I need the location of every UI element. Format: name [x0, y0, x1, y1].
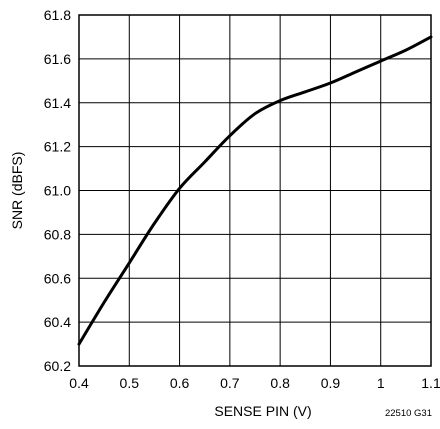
x-tick-label: 0.5: [120, 375, 140, 391]
x-tick-label: 0.9: [321, 375, 341, 391]
y-tick-label: 61.8: [44, 7, 71, 23]
x-tick-label: 0.6: [170, 375, 190, 391]
series-group: [77, 35, 433, 346]
grid-lines: [79, 15, 431, 366]
x-tick-label: 0.8: [270, 375, 290, 391]
y-tick-label: 60.6: [44, 270, 71, 286]
x-tick-label: 1: [377, 375, 385, 391]
y-tick-label: 61.0: [44, 183, 71, 199]
x-tick-label: 0.7: [220, 375, 240, 391]
series-line-snr: [77, 35, 433, 346]
y-tick-label: 61.6: [44, 51, 71, 67]
x-tick-label: 1.1: [421, 375, 440, 391]
figure-id-label: 22510 G31: [385, 408, 432, 419]
x-axis-title: SENSE PIN (V): [214, 403, 311, 419]
y-tick-label: 60.4: [44, 314, 71, 330]
x-tick-labels: 0.4 0.5 0.6 0.7 0.8 0.9 1 1.1: [69, 375, 440, 391]
y-axis-title: SNR (dBFS): [9, 152, 25, 230]
x-tick-label: 0.4: [69, 375, 89, 391]
plot-frame: [78, 14, 432, 367]
y-tick-labels: 60.2 60.4 60.6 60.8 61.0 61.2 61.4 61.6 61.8: [44, 7, 71, 374]
y-tick-label: 61.4: [44, 95, 71, 111]
y-tick-label: 60.2: [44, 358, 71, 374]
y-tick-label: 61.2: [44, 139, 71, 155]
y-tick-label: 60.8: [44, 226, 71, 242]
